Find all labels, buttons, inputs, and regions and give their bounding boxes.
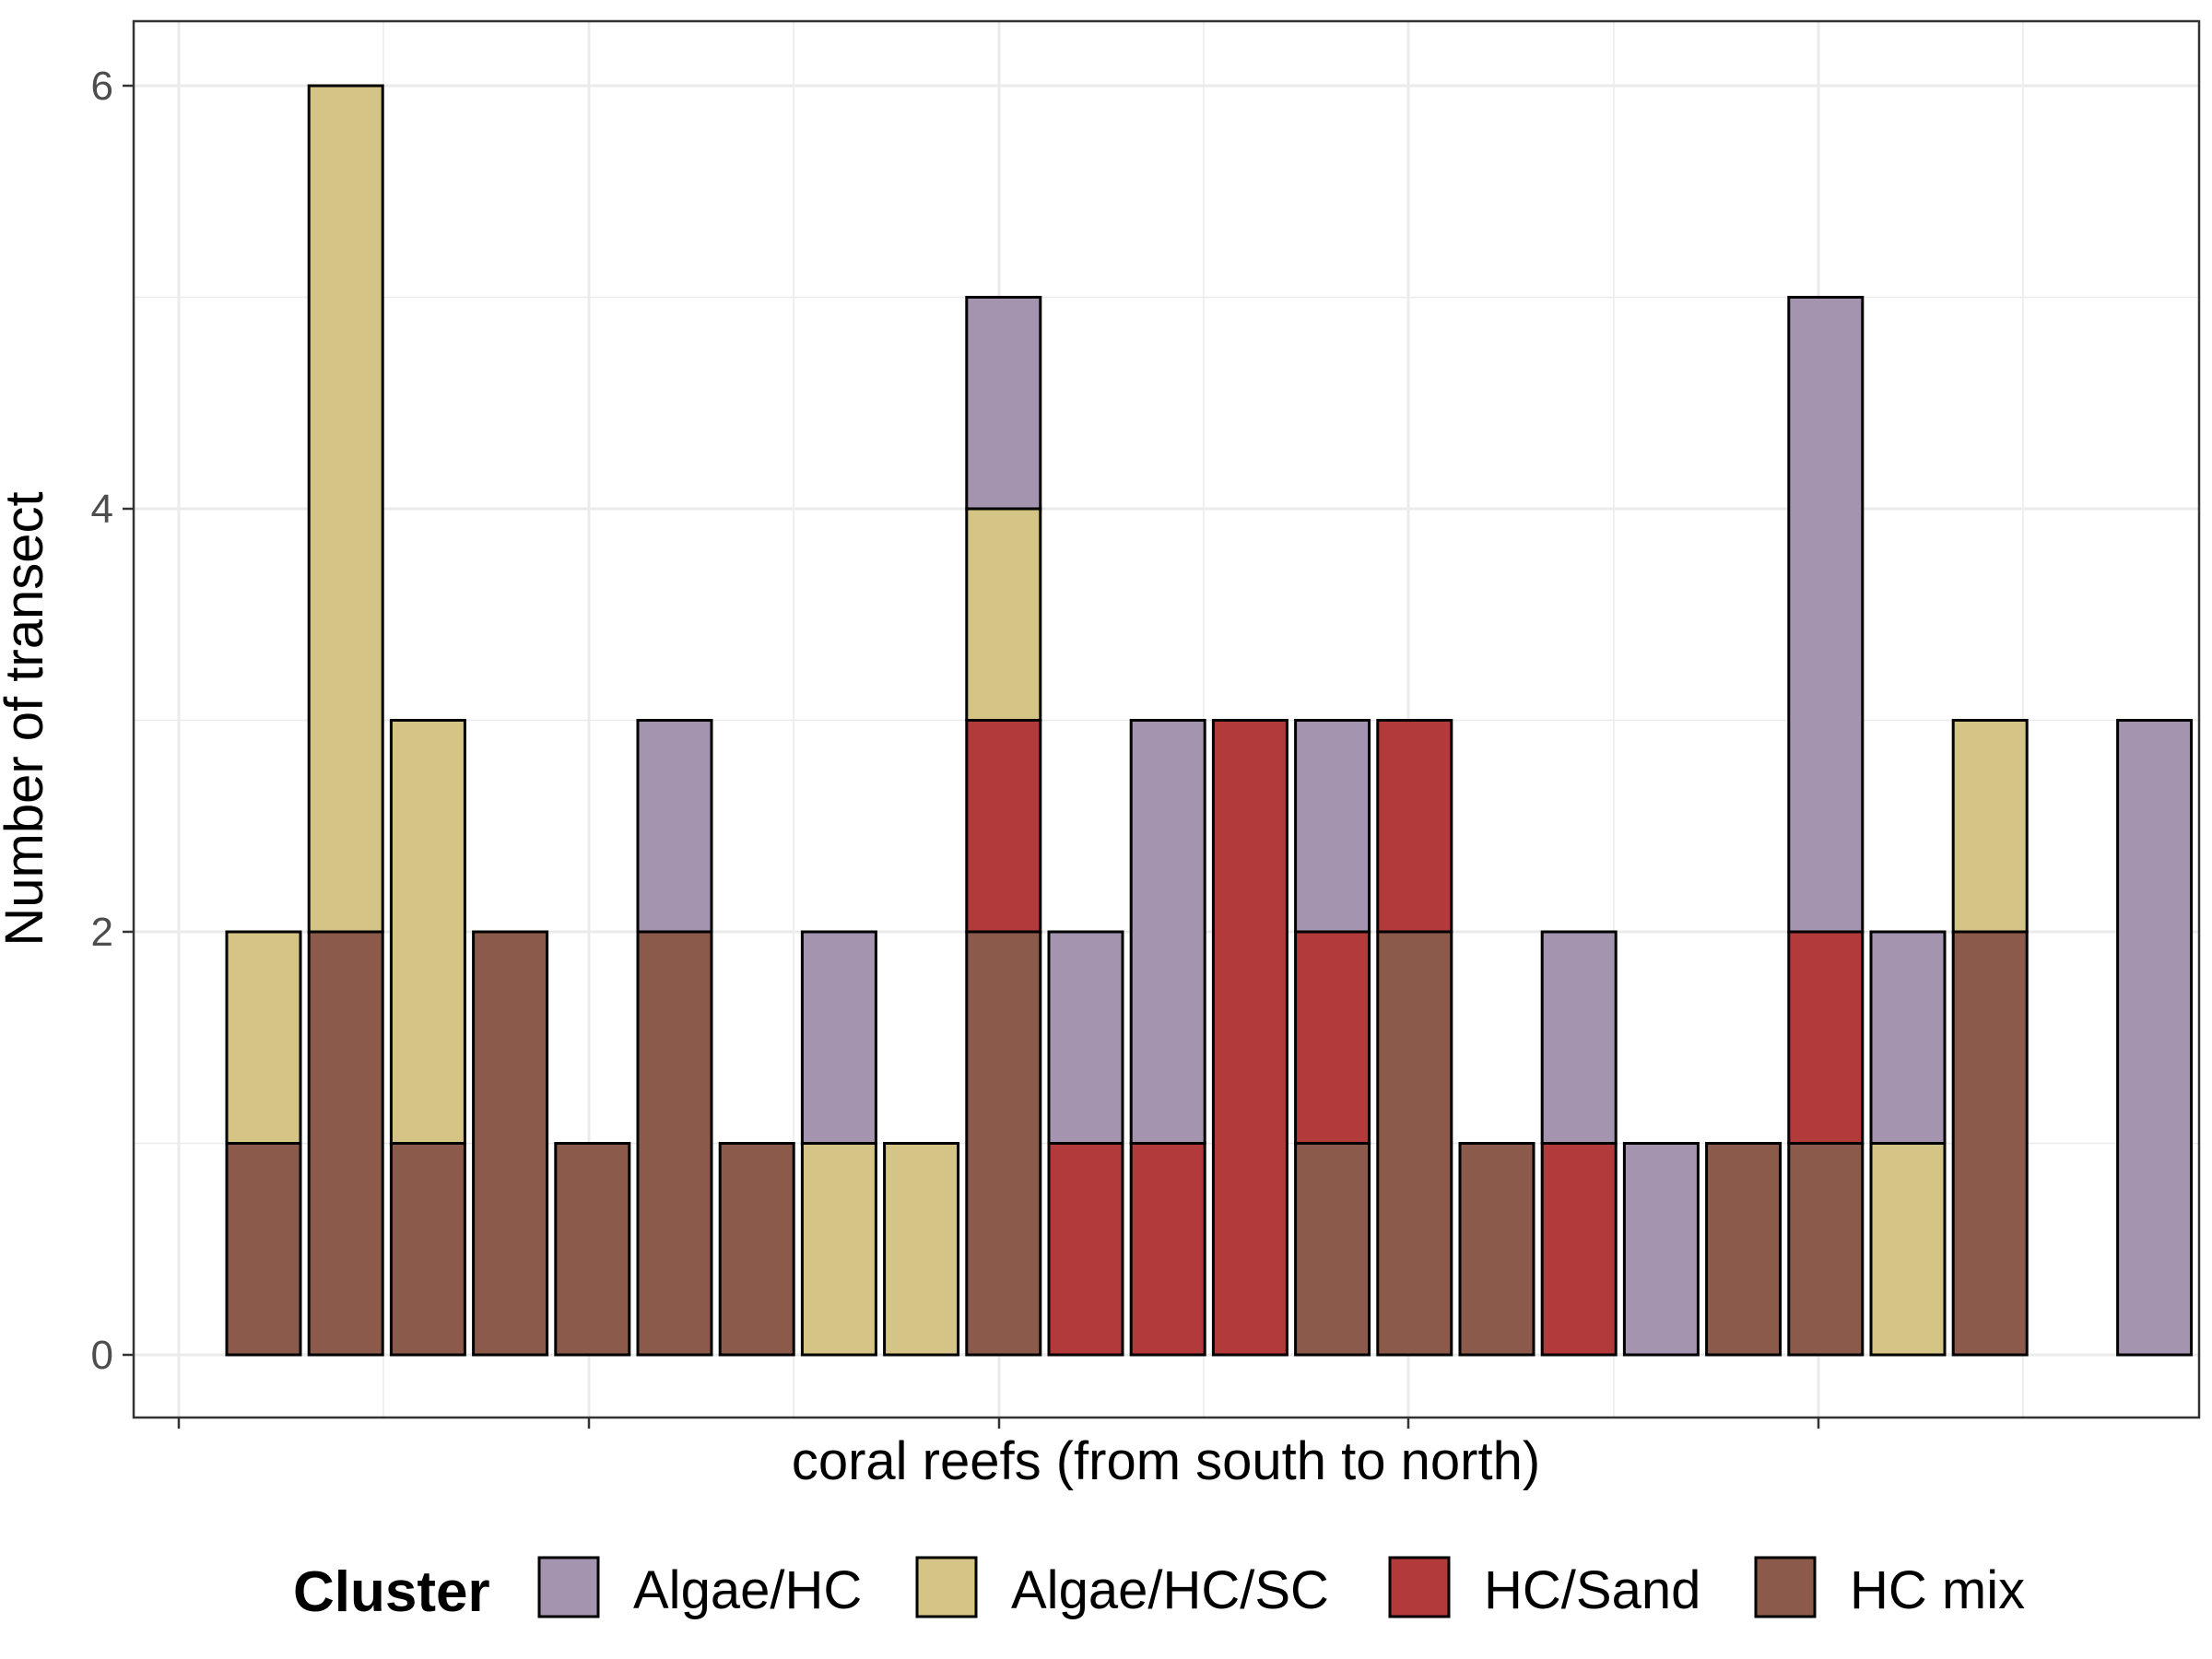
y-tick-label: 2 xyxy=(91,910,113,955)
bar-segment-hc-mix-5 xyxy=(554,1142,631,1357)
y-axis-title: Number of transect xyxy=(0,491,54,946)
bar-segment-algae-hc-6 xyxy=(636,719,713,934)
bar-segment-algae-hc-sc-9 xyxy=(883,1142,960,1357)
bar-segment-algae-hc-8 xyxy=(800,930,877,1145)
y-tick-label: 6 xyxy=(91,64,113,109)
bar-segment-algae-hc-20 xyxy=(1787,296,1865,934)
bars-group xyxy=(225,84,2194,1357)
bar-segment-algae-hc-12 xyxy=(1129,719,1206,1145)
bar-segment-algae-hc-sc-1 xyxy=(225,930,302,1145)
legend-label-hc-sand: HC/Sand xyxy=(1484,1560,1700,1620)
bar-segment-hc-sand-15 xyxy=(1376,719,1453,934)
bar-segment-hc-mix-22 xyxy=(1951,930,2029,1357)
bar-segment-hc-sand-20 xyxy=(1787,930,1865,1145)
x-axis-title: coral reefs (from south to north) xyxy=(792,1431,1540,1491)
bar-segment-hc-sand-17 xyxy=(1540,1142,1618,1357)
y-tick-label: 4 xyxy=(91,487,113,532)
bar-segment-algae-hc-24 xyxy=(2116,719,2194,1357)
legend-key-algae-hc-sc xyxy=(915,1556,978,1618)
legend: Cluster Algae/HC Algae/HC/SC HC/Sand HC mix xyxy=(293,1556,2025,1624)
legend-label-algae-hc-sc: Algae/HC/SC xyxy=(1011,1560,1329,1620)
legend-title: Cluster xyxy=(293,1560,490,1624)
bar-segment-hc-sand-13 xyxy=(1211,719,1288,1357)
legend-items: Algae/HC Algae/HC/SC HC/Sand HC mix xyxy=(537,1556,2025,1620)
legend-label-hc-mix: HC mix xyxy=(1850,1560,2025,1620)
bar-segment-algae-hc-sc-10 xyxy=(965,507,1042,722)
bar-segment-hc-mix-2 xyxy=(307,930,384,1357)
bar-segment-algae-hc-10 xyxy=(965,296,1042,511)
bar-segment-hc-sand-14 xyxy=(1294,930,1371,1145)
bar-segment-algae-hc-sc-22 xyxy=(1951,719,2029,934)
bar-segment-hc-mix-4 xyxy=(472,930,549,1357)
bar-segment-hc-mix-16 xyxy=(1458,1142,1535,1357)
bar-segment-algae-hc-sc-21 xyxy=(1869,1142,1947,1357)
y-tick-label: 0 xyxy=(91,1333,113,1378)
bar-segment-hc-sand-10 xyxy=(965,719,1042,934)
bar-segment-hc-sand-11 xyxy=(1047,1142,1124,1357)
bar-segment-hc-mix-14 xyxy=(1294,1142,1371,1357)
bar-segment-hc-mix-1 xyxy=(225,1142,302,1357)
bar-segment-algae-hc-21 xyxy=(1869,930,1947,1145)
legend-key-hc-mix xyxy=(1754,1556,1817,1618)
bar-segment-algae-hc-sc-2 xyxy=(307,84,384,934)
bar-segment-hc-mix-19 xyxy=(1705,1142,1783,1357)
legend-key-hc-sand xyxy=(1388,1556,1451,1618)
bar-segment-hc-mix-7 xyxy=(718,1142,795,1357)
bar-segment-hc-mix-10 xyxy=(965,930,1042,1357)
bar-segment-hc-mix-20 xyxy=(1787,1142,1865,1357)
bar-segment-hc-mix-3 xyxy=(389,1142,466,1357)
bar-segment-hc-mix-6 xyxy=(636,930,713,1357)
bar-segment-hc-sand-12 xyxy=(1129,1142,1206,1357)
bar-segment-algae-hc-11 xyxy=(1047,930,1124,1145)
bar-segment-algae-hc-sc-8 xyxy=(800,1142,877,1357)
bar-segment-algae-hc-sc-3 xyxy=(389,719,466,1145)
legend-label-algae-hc: Algae/HC xyxy=(633,1560,862,1620)
bar-segment-algae-hc-14 xyxy=(1294,719,1371,934)
plot-border xyxy=(132,19,2201,1419)
bar-segment-algae-hc-17 xyxy=(1540,930,1618,1145)
y-axis-ticks: 0 2 4 6 xyxy=(91,64,134,1378)
legend-key-algae-hc xyxy=(537,1556,600,1618)
bar-segment-hc-mix-15 xyxy=(1376,930,1453,1357)
x-axis-ticks xyxy=(177,1418,1820,1429)
bar-segment-algae-hc-18 xyxy=(1622,1142,1700,1357)
